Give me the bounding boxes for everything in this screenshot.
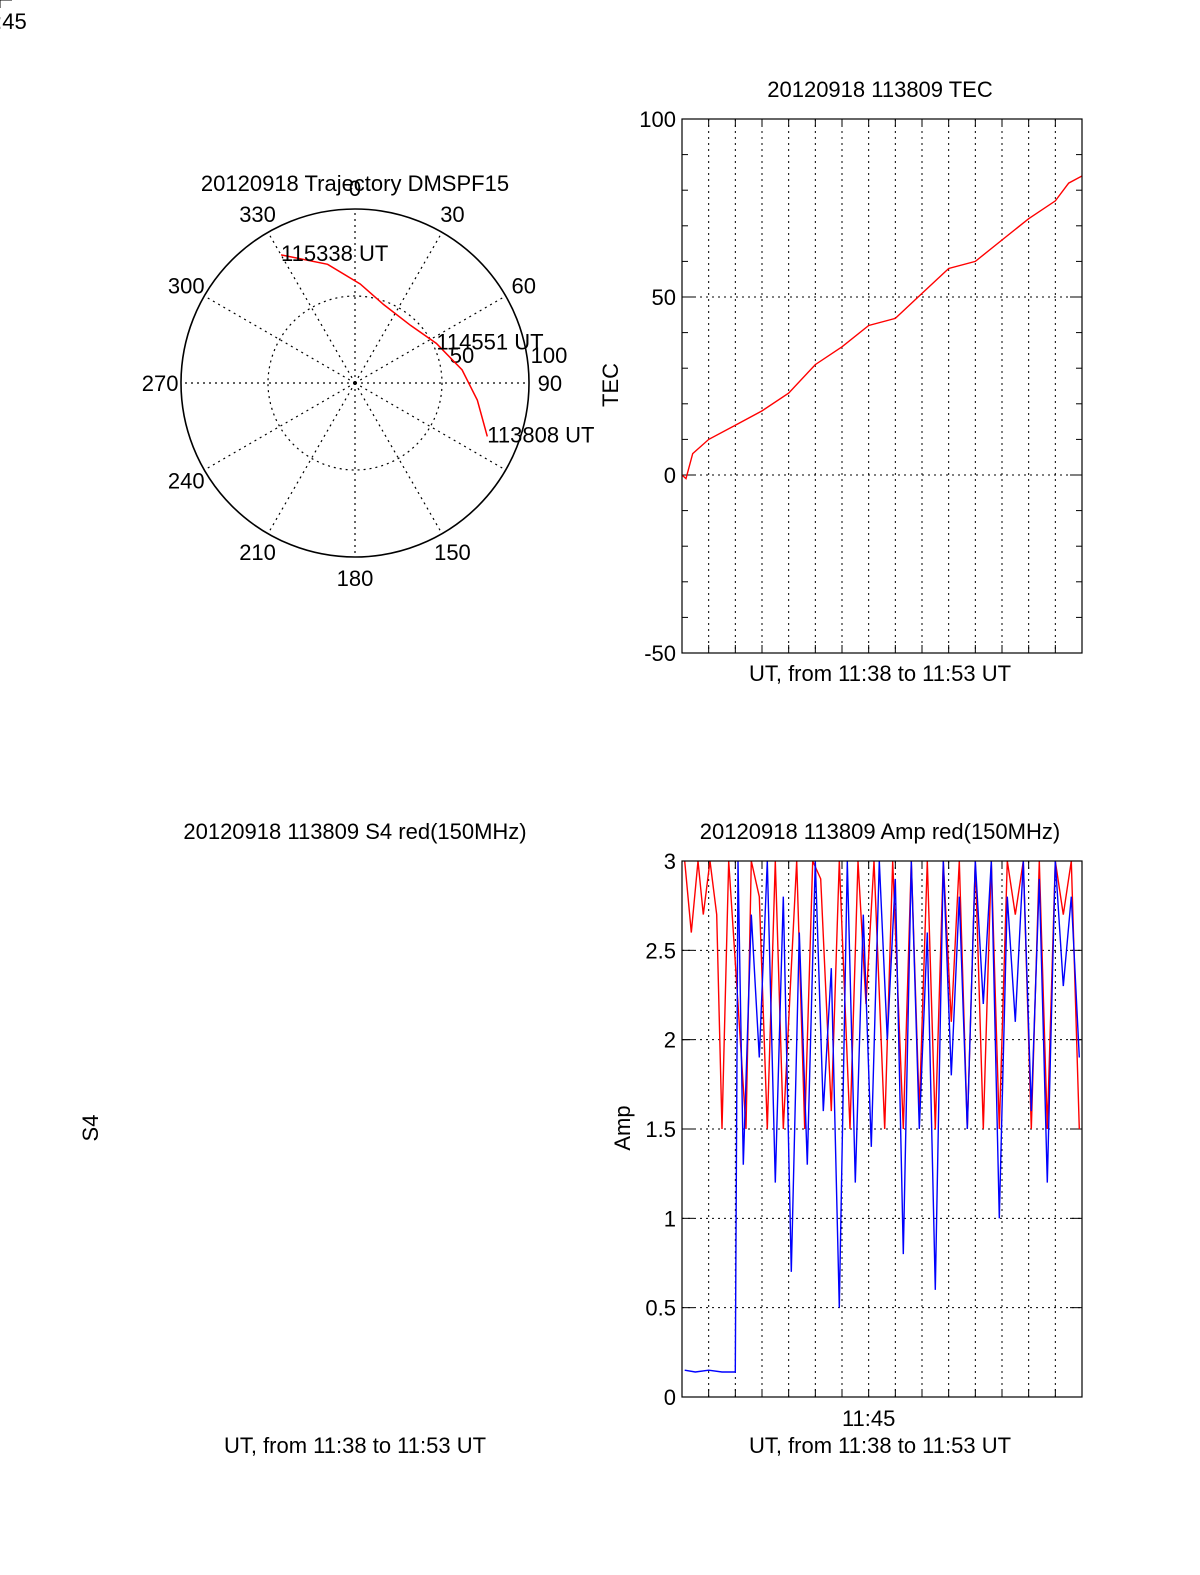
s4-ytick-label-0: 0 [664,1385,676,1410]
polar-inner-circle [267,295,443,471]
polar-azimuth-label-150: 150 [434,540,471,565]
tec-ylabel: TEC [598,363,623,407]
tec-title: 20120918 113809 TEC [767,77,993,102]
polar-spoke-330 [267,232,356,384]
polar-trajectory [280,254,489,437]
polar-azimuth-label-330: 330 [239,202,276,227]
tec-series-TEC [682,175,1082,480]
s4-ytick-label-6: 3 [664,849,676,874]
polar-radial-labels: 50 100 [450,343,568,368]
polar-azimuth-label-240: 240 [168,468,205,493]
s4-series-blue [684,861,1080,1373]
polar-radial-label-100: 100 [531,343,568,368]
polar-title: 20120918 Trajectory DMSPF15 [201,171,509,196]
polar-spoke-210 [267,382,356,534]
polar-azimuth-label-30: 30 [440,202,464,227]
polar-annotations: 115338 UT 114551 UT 113808 UT [281,241,594,448]
polar-spoke-120 [354,382,506,471]
amp-xlabel: UT, from 11:38 to 11:53 UT [749,1433,1011,1458]
s4-ytick-label-5: 2.5 [645,938,676,963]
s4-panel: 20120918 113809 S4 red(150MHz) UT, from … [78,819,527,1458]
polar-azimuth-label-90: 90 [538,371,562,396]
polar-azimuth-label-180: 180 [337,566,374,591]
polar-spoke-300 [204,295,356,384]
polar-azimuth-labels: 0 30 60 90 150 180 210 240 270 300 330 [142,176,562,591]
polar-spoke-60 [354,295,506,384]
polar-azimuth-label-270: 270 [142,371,179,396]
tec-ytick-label-3: 100 [639,107,676,132]
s4-title: 20120918 113809 S4 red(150MHz) [183,819,526,844]
polar-grid [180,208,530,558]
trajectory-annotation-0: 115338 UT [281,241,388,266]
trajectory-annotation-1: 114551 UT [436,329,543,354]
s4-ytick-label-3: 1.5 [645,1117,676,1142]
trajectory-path [280,254,489,437]
amp-ylabel: Amp [610,1105,635,1150]
polar-spoke-30 [354,232,443,384]
tec-plot-area: -50 0 50 100 [639,107,1083,666]
amp-panel: 20120918 113809 Amp red(150MHz) UT, from… [0,0,1083,1458]
polar-azimuth-label-210: 210 [239,540,276,565]
polar-radial-label-50: 50 [450,343,474,368]
s4-ytick-label-1: 0.5 [645,1296,676,1321]
amp-title: 20120918 113809 Amp red(150MHz) [700,819,1060,844]
trajectory-polar-panel: 20120918 Trajectory DMSPF15 0 30 60 90 150 18… [142,171,595,591]
s4-xtick-label-0: 11:45 [842,1406,895,1431]
s4-series-group [684,861,1080,1373]
polar-outer-circle [180,208,530,558]
s4-frame [681,860,1083,1398]
tec-series-group [682,175,1082,480]
tec-ytick-label-1: 0 [664,463,676,488]
trajectory-annotation-2: 113808 UT [487,422,594,447]
s4-ytick-label-2: 1 [664,1206,676,1231]
polar-spoke-150 [354,382,443,534]
tec-frame [681,118,1083,654]
s4-ylabel: S4 [78,1115,103,1142]
polar-azimuth-label-0: 0 [349,176,361,201]
tec-ytick-label-2: 50 [652,285,676,310]
tec-panel: 20120918 113809 TEC UT, from 11:38 to 11… [598,77,1083,686]
tec-xlabel: UT, from 11:38 to 11:53 UT [749,661,1011,686]
tec-ytick-label-0: -50 [644,641,676,666]
amp-xtick-label-0: 11:45 [0,9,27,34]
polar-spoke-240 [204,382,356,471]
s4-series-red [684,861,1080,1130]
s4-xlabel: UT, from 11:38 to 11:53 UT [224,1433,486,1458]
s4-ytick-label-4: 2 [664,1028,676,1053]
polar-azimuth-label-60: 60 [512,274,536,299]
polar-azimuth-label-300: 300 [168,274,205,299]
